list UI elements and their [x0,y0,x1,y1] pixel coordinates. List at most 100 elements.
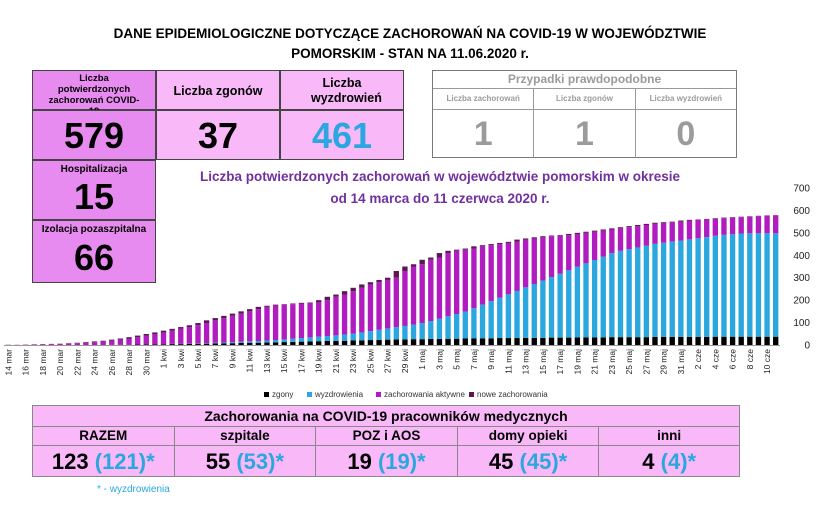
medical-cell-value: 4 [642,449,655,474]
bar-active [221,318,227,343]
bar-new [497,242,503,245]
bar-deaths [591,337,598,345]
x-tick-label: 8 cze [745,349,755,370]
bar-active [471,248,477,309]
x-tick-label: 9 maj [486,349,496,370]
bar-active [91,342,98,345]
bar-new [626,226,632,228]
bar-active [738,217,744,234]
bar-active [660,222,667,243]
x-tick-label: 5 kwi [193,349,203,368]
bar-active [350,291,356,334]
bar-active [238,313,244,342]
bar-deaths [160,344,167,345]
bar-deaths [514,338,520,345]
bar-active [540,237,546,281]
bar-recovered [548,277,555,338]
bar-recovered [385,328,391,340]
bar-active [152,334,158,345]
medical-cell-label: POZ i AOS [316,427,457,446]
medical-cell: inni 4 (4)* [599,427,739,477]
bar-deaths [169,344,175,345]
bar-active [229,315,236,343]
bar-active [548,236,555,278]
bar-active [40,344,46,345]
bar-recovered [583,263,589,338]
x-tick-label: 17 maj [555,349,565,375]
bar-active [712,218,719,236]
bar-active [186,327,193,344]
bar-active [169,330,175,344]
bar-deaths [428,338,434,345]
x-tick-label: 23 kwi [348,349,358,373]
bar-deaths [307,341,313,345]
chart-title: Liczba potwierdzonych zachorowań w wojew… [160,166,720,210]
medical-cell-label: szpitale [174,427,316,446]
x-tick-label: 5 maj [452,349,462,370]
y-tick-label: 600 [793,206,810,217]
bar-active [203,323,210,344]
x-tick-label: 3 kwi [176,349,186,368]
isolation-value: 66 [73,237,115,278]
bar-new [522,238,529,240]
chart-title-line-2: od 14 marca do 11 czerwca 2020 r. [330,191,550,206]
bar-new [540,236,546,238]
bar-deaths [419,339,425,345]
x-tick-label: 3 maj [434,349,444,370]
bar-deaths [669,336,675,345]
bar-new [531,237,537,239]
x-tick-label: 25 kwi [365,349,375,373]
bar-deaths [247,342,253,345]
bar-new [83,342,89,343]
y-tick-label: 100 [793,318,810,329]
bar-active [497,244,503,298]
hospital-value: 15 [73,176,115,217]
bar-new [617,227,624,229]
recovered-value: 461 [311,115,373,156]
x-tick-label: 20 mar [55,349,65,376]
medical-cell: POZ i AOS 19 (19)* [316,427,458,477]
bar-new [195,323,201,326]
bar-deaths [290,341,296,345]
medical-cell-value: 45 [488,449,514,474]
probable-title: Przypadki prawdopodobne [433,71,736,89]
footnote: * - wyzdrowienia [97,484,170,495]
x-tick-label: 1 maj [417,349,427,370]
bar-new [514,239,520,242]
bar-active [609,229,615,254]
bar-recovered [773,233,779,337]
x-tick-label: 22 mar [72,349,82,376]
bar-new [686,219,693,221]
bar-active [764,215,770,234]
probable-recovered-value: 0 [676,115,696,153]
probable-recovered-cell: Liczba wyzdrowień 0 [635,89,736,158]
bar-deaths [738,336,744,345]
bar-active [721,218,727,235]
bar-deaths [462,338,468,345]
bar-deaths [678,336,684,345]
bar-deaths [531,337,537,345]
bar-new [385,277,391,280]
medical-cell-recovered: (53)* [236,449,285,474]
bar-deaths [609,337,615,345]
bar-deaths [402,339,408,345]
confirmed-label-box: Liczba potwierdzonych zachorowań COVID-1… [32,70,156,117]
bar-new [152,332,158,335]
bar-deaths [755,336,762,345]
medical-cell-value: 123 [51,449,89,474]
bar-deaths [695,336,701,345]
probable-cases-label: Liczba zachorowań [433,89,534,110]
x-tick-label: 7 kwi [210,349,220,368]
medical-title: Zachorowania na COVID-19 pracowników med… [33,406,739,427]
x-tick-label: 27 maj [641,349,651,375]
bar-new [290,303,296,305]
bar-active [488,245,494,302]
x-tick-label: 13 maj [521,349,531,375]
bar-new [316,300,322,303]
bar-active [453,250,460,315]
x-tick-label: 6 cze [728,349,738,370]
bar-recovered [428,321,434,339]
bar-new [678,220,684,222]
bar-active [74,343,80,345]
bar-recovered [514,290,520,339]
